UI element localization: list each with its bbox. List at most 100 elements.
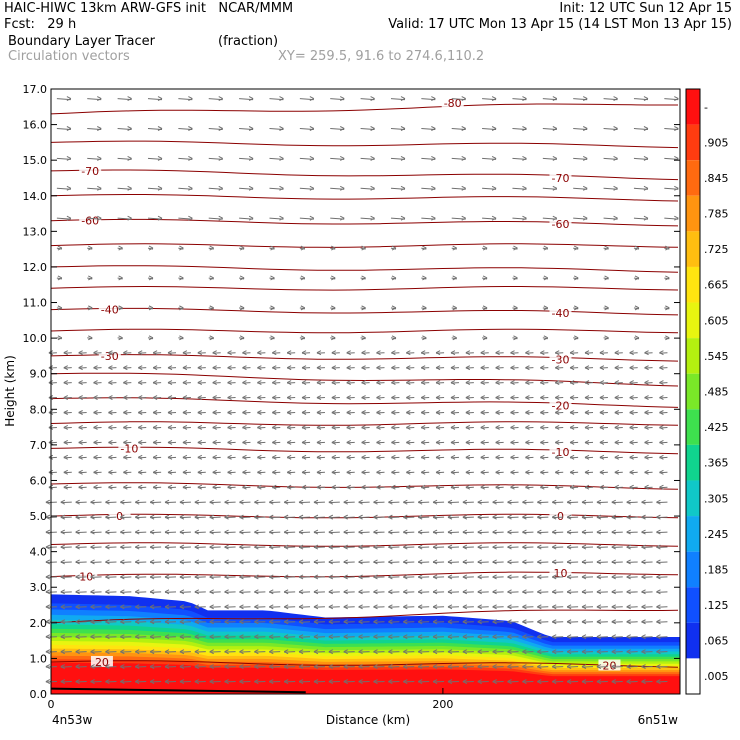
vector-arrow — [566, 514, 579, 520]
vector-arrow — [522, 619, 534, 625]
vector-arrow — [421, 305, 427, 311]
vector-arrow — [522, 499, 534, 505]
y-tick-label: 4.0 — [30, 546, 48, 559]
vector-arrow — [611, 664, 623, 670]
vector-arrow — [257, 469, 266, 475]
vector-arrow — [451, 245, 457, 251]
vector-arrow — [492, 574, 504, 580]
vector-arrow — [117, 215, 132, 221]
vector-arrow — [599, 424, 608, 430]
vector-arrow — [182, 484, 191, 490]
vector-arrow — [522, 634, 534, 640]
vector-arrow — [551, 514, 564, 520]
vector-arrow — [331, 469, 340, 475]
vector-arrow — [641, 529, 653, 535]
vector-arrow — [167, 365, 177, 371]
vector-arrow — [117, 96, 132, 102]
vector-arrow — [194, 589, 206, 595]
vector-arrow — [283, 514, 296, 520]
vector-arrow — [569, 484, 579, 490]
colorbar-swatch — [686, 231, 700, 267]
vector-arrow — [316, 439, 325, 445]
vector-arrow — [373, 634, 385, 640]
vector-arrow — [358, 619, 370, 625]
vector-arrow — [78, 410, 87, 415]
contour-label-bg — [98, 349, 121, 361]
vector-arrow — [510, 395, 519, 400]
vector-arrow — [90, 604, 102, 610]
vector-arrow — [614, 395, 623, 400]
vector-arrow — [179, 664, 191, 670]
vector-arrow — [328, 604, 340, 610]
vector-arrow — [641, 514, 653, 520]
vector-arrow — [603, 126, 618, 131]
vector-arrow — [450, 380, 459, 386]
vector-arrow — [93, 395, 102, 400]
vector-arrow — [403, 574, 415, 580]
tracer-band — [51, 652, 680, 694]
vector-arrow — [138, 469, 147, 475]
vector-arrow — [299, 305, 306, 311]
vector-arrow — [432, 499, 445, 505]
vector-arrow — [108, 395, 117, 400]
vector-arrow — [208, 155, 223, 161]
tracer-band — [51, 659, 680, 694]
vector-arrow — [178, 155, 193, 161]
tracer-band — [51, 628, 680, 694]
vector-arrow — [614, 484, 623, 490]
vector-arrow — [123, 350, 132, 356]
vector-arrow — [197, 439, 206, 445]
vector-arrow — [633, 245, 640, 251]
vector-arrow — [316, 454, 325, 460]
vector-arrow — [135, 544, 147, 550]
contour-label: 10 — [79, 571, 93, 584]
valid-time: Valid: 17 UTC Mon 13 Apr 15 (14 LST Mon … — [388, 17, 732, 32]
vector-arrow — [641, 634, 653, 640]
vector-arrow — [194, 529, 206, 535]
vector-arrow — [63, 454, 72, 460]
vector-arrow — [525, 454, 534, 460]
vector-arrow — [581, 679, 594, 684]
vector-arrow — [208, 245, 214, 251]
vector-arrow — [331, 454, 340, 460]
vector-arrow — [269, 514, 281, 520]
vector-arrow — [465, 439, 474, 445]
vector-arrow — [164, 664, 177, 670]
vector-arrow — [388, 544, 400, 550]
vector-arrow — [406, 439, 415, 445]
vector-arrow — [447, 574, 459, 580]
vector-arrow — [641, 664, 653, 670]
vector-arrow — [664, 126, 679, 131]
vector-arrow — [581, 619, 594, 625]
vector-arrow — [360, 96, 375, 102]
vector-arrow — [135, 664, 147, 670]
vector-arrow — [90, 559, 102, 565]
vector-arrow — [510, 380, 519, 386]
contour-label-bg — [75, 570, 98, 582]
vector-arrow — [641, 589, 653, 595]
vector-arrow — [664, 305, 670, 311]
vector-arrow — [45, 649, 57, 655]
temperature-contour — [50, 243, 679, 248]
vector-arrow — [75, 604, 87, 610]
vector-arrow — [462, 499, 474, 505]
tracer-band — [51, 632, 680, 694]
vector-arrow — [492, 649, 504, 655]
vector-arrow — [629, 350, 638, 356]
vector-arrow — [209, 574, 221, 580]
vector-arrow — [373, 619, 385, 625]
vector-arrow — [492, 529, 504, 535]
vector-arrow — [477, 664, 489, 670]
vector-arrow — [120, 634, 132, 640]
vector-arrow — [328, 619, 340, 625]
vector-arrow — [239, 275, 245, 281]
colorbar-label: - — [704, 101, 708, 114]
vector-arrow — [596, 649, 608, 655]
vector-arrow — [123, 395, 132, 400]
vector-arrow — [584, 424, 594, 430]
vector-arrow — [167, 424, 177, 430]
vector-arrow — [664, 335, 670, 341]
y-tick-label: 0.0 — [30, 688, 48, 701]
vector-arrow — [313, 544, 325, 550]
vector-arrow — [331, 439, 340, 445]
